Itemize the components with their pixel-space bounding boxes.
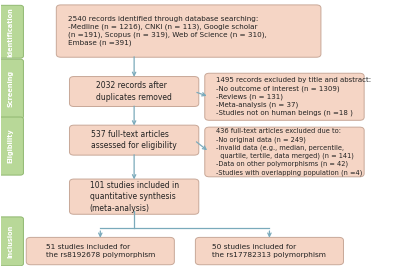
FancyBboxPatch shape [56, 5, 321, 57]
FancyBboxPatch shape [205, 127, 364, 177]
Text: 101 studies included in
quantitative synthesis
(meta-analysis): 101 studies included in quantitative syn… [90, 181, 179, 213]
FancyBboxPatch shape [205, 73, 364, 120]
FancyBboxPatch shape [0, 59, 24, 119]
FancyBboxPatch shape [195, 237, 344, 265]
Text: 2032 records after
duplicates removed: 2032 records after duplicates removed [96, 81, 172, 102]
FancyBboxPatch shape [26, 237, 174, 265]
FancyBboxPatch shape [70, 125, 199, 155]
FancyBboxPatch shape [0, 5, 24, 58]
FancyBboxPatch shape [70, 179, 199, 214]
Text: Eligibility: Eligibility [7, 129, 13, 163]
Text: 436 full-text articles excluded due to:
-No original data (n = 249)
-Invalid dat: 436 full-text articles excluded due to: … [216, 128, 362, 176]
FancyBboxPatch shape [0, 217, 24, 266]
Text: 2540 records identified through database searching:
-Medline (n = 1216), CNKI (n: 2540 records identified through database… [68, 16, 266, 46]
Text: 50 studies included for
the rs17782313 polymorphism: 50 studies included for the rs17782313 p… [212, 244, 326, 258]
Text: 51 studies included for
the rs8192678 polymorphism: 51 studies included for the rs8192678 po… [46, 244, 155, 258]
FancyBboxPatch shape [0, 117, 24, 175]
Text: 537 full-text articles
assessed for eligibility: 537 full-text articles assessed for elig… [91, 130, 177, 150]
FancyBboxPatch shape [70, 77, 199, 107]
Text: 1495 records excluded by title and abstract:
-No outcome of interest (n = 1309)
: 1495 records excluded by title and abstr… [216, 77, 371, 116]
Text: Inclusion: Inclusion [7, 225, 13, 258]
Text: Screening: Screening [7, 70, 13, 107]
Text: Identification: Identification [7, 7, 13, 57]
